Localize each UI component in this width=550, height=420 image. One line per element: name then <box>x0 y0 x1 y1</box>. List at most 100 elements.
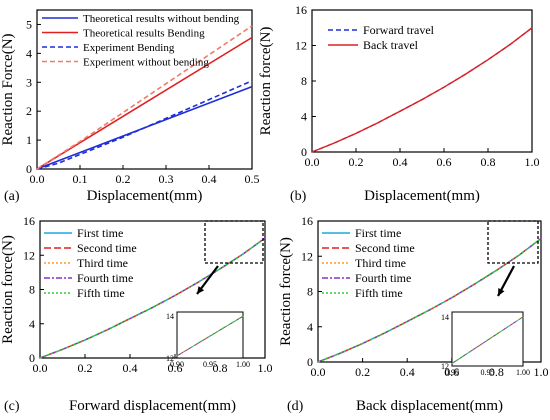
plot-frame <box>36 9 253 170</box>
panel-label: (b) <box>290 189 307 204</box>
x-axis-label: Forward displacement(mm) <box>69 398 236 414</box>
inset-frame <box>451 311 524 367</box>
inset-frame <box>176 311 244 359</box>
legend-label: Third time <box>355 256 406 270</box>
inset-series-line-5 <box>176 315 244 357</box>
panel-label: (a) <box>4 189 20 204</box>
y-tick-label: 3 <box>26 75 32 89</box>
y-tick-label: 0 <box>307 355 313 369</box>
inset-x-tick-label: 1.00 <box>236 360 250 369</box>
x-tick-label: 0.4 <box>202 172 217 186</box>
legend-label: Theoretical results Bending <box>83 28 205 40</box>
legend-label: Second time <box>77 241 137 255</box>
y-tick-label: 12 <box>295 39 307 53</box>
x-tick-label: 0.2 <box>349 155 364 169</box>
x-tick-label: 0.6 <box>444 365 459 379</box>
y-tick-label: 0 <box>29 351 35 365</box>
x-tick-label: 0.4 <box>400 365 415 379</box>
x-tick-label: 1.0 <box>534 365 549 379</box>
series-line-5 <box>39 237 266 359</box>
y-axis-label: Reaction Force(N) <box>0 33 16 145</box>
series-line-1 <box>311 27 533 153</box>
x-tick-label: 0.6 <box>168 361 183 375</box>
series-line-3 <box>36 80 253 170</box>
legend-label: First time <box>355 226 401 240</box>
x-tick-label: 0.4 <box>393 155 408 169</box>
y-axis-label: Reaction force(N) <box>278 237 294 346</box>
legend-label: Second time <box>355 241 415 255</box>
x-tick-label: 0.0 <box>33 361 48 375</box>
x-tick-label: 0.8 <box>489 365 504 379</box>
y-tick-label: 1 <box>26 133 32 147</box>
x-tick-label: 0.1 <box>73 172 88 186</box>
legend-label: Fourth time <box>77 271 133 285</box>
y-tick-label: 4 <box>301 110 307 124</box>
y-tick-label: 5 <box>26 17 32 31</box>
x-tick-label: 0.2 <box>355 365 370 379</box>
y-axis-label: Reaction force(N) <box>258 27 274 136</box>
x-tick-label: 0.6 <box>437 155 452 169</box>
legend-label: Fifth time <box>355 286 403 300</box>
x-tick-label: 1.0 <box>258 361 273 375</box>
legend-label: Experiment without bending <box>83 57 209 69</box>
x-tick-label: 0.0 <box>311 365 326 379</box>
inset-y-tick-label: 12 <box>441 362 449 371</box>
y-tick-label: 16 <box>295 3 307 17</box>
inset-x-tick-label: 0.95 <box>481 368 495 377</box>
y-tick-label: 0 <box>301 145 307 159</box>
inset-x-tick-label: 0.90 <box>170 360 184 369</box>
y-tick-label: 16 <box>301 214 313 228</box>
series-line-5 <box>317 238 542 363</box>
zoom-arrow-head <box>498 288 505 296</box>
inset-y-tick-label: 12 <box>166 354 174 363</box>
x-tick-label: 0.5 <box>245 172 260 186</box>
y-tick-label: 16 <box>23 214 35 228</box>
zoom-region-box <box>204 220 264 264</box>
y-tick-label: 12 <box>23 248 35 262</box>
panel-a: 0.0 0.1 0.2 0.3 0.4 0.5 0 1 2 3 4 5 Displacement(mm)… <box>0 9 260 204</box>
y-axis-label: Reaction force(N) <box>0 235 16 344</box>
panel-b: 0.0 0.2 0.4 0.6 0.8 1.0 0 4 8 12 16 Displacement(mm… <box>258 3 540 204</box>
y-tick-label: 8 <box>29 283 35 297</box>
y-tick-label: 4 <box>29 317 35 331</box>
x-axis-label: Displacement(mm) <box>87 188 203 204</box>
inset-plot: 0.90 0.95 1.00 12 14 <box>441 311 530 377</box>
series-line-2 <box>311 27 533 153</box>
y-tick-label: 12 <box>301 249 313 263</box>
y-tick-label: 0 <box>26 162 32 176</box>
inset-y-tick-label: 14 <box>441 313 449 322</box>
y-tick-label: 2 <box>26 104 32 118</box>
legend-label: Third time <box>77 256 128 270</box>
legend-label: Fourth time <box>355 271 411 285</box>
x-tick-label: 0.2 <box>78 361 93 375</box>
legend-label: Theoretical results without bending <box>83 13 240 25</box>
x-tick-label: 0.8 <box>481 155 496 169</box>
legend-label: Back travel <box>363 38 419 52</box>
x-axis-label: Back displacement(mm) <box>356 398 503 414</box>
inset-plot: 0.90 0.95 1.00 12 14 <box>166 311 250 369</box>
x-tick-label: 0.4 <box>123 361 138 375</box>
inset-y-tick-label: 14 <box>166 312 174 321</box>
panel-label: (d) <box>287 399 304 414</box>
zoom-region-box <box>487 220 539 264</box>
x-tick-label: 0.2 <box>116 172 131 186</box>
series-line-4 <box>36 25 253 170</box>
x-tick-label: 0.3 <box>159 172 174 186</box>
x-tick-label: 0.0 <box>305 155 320 169</box>
x-axis-label: Displacement(mm) <box>364 188 480 204</box>
panel-label: (c) <box>4 399 20 414</box>
inset-x-tick-label: 0.90 <box>445 368 459 377</box>
y-tick-label: 4 <box>26 46 32 60</box>
legend-label: Fifth time <box>77 286 125 300</box>
x-tick-label: 0.0 <box>30 172 45 186</box>
y-tick-label: 8 <box>301 74 307 88</box>
series-line-2 <box>36 36 253 170</box>
legend-label: Experiment Bending <box>83 42 175 54</box>
legend-label: Forward travel <box>363 23 435 37</box>
y-tick-label: 4 <box>307 320 313 334</box>
inset-x-tick-label: 1.00 <box>516 368 530 377</box>
zoom-arrow-head <box>197 286 205 294</box>
x-tick-label: 1.0 <box>525 155 540 169</box>
